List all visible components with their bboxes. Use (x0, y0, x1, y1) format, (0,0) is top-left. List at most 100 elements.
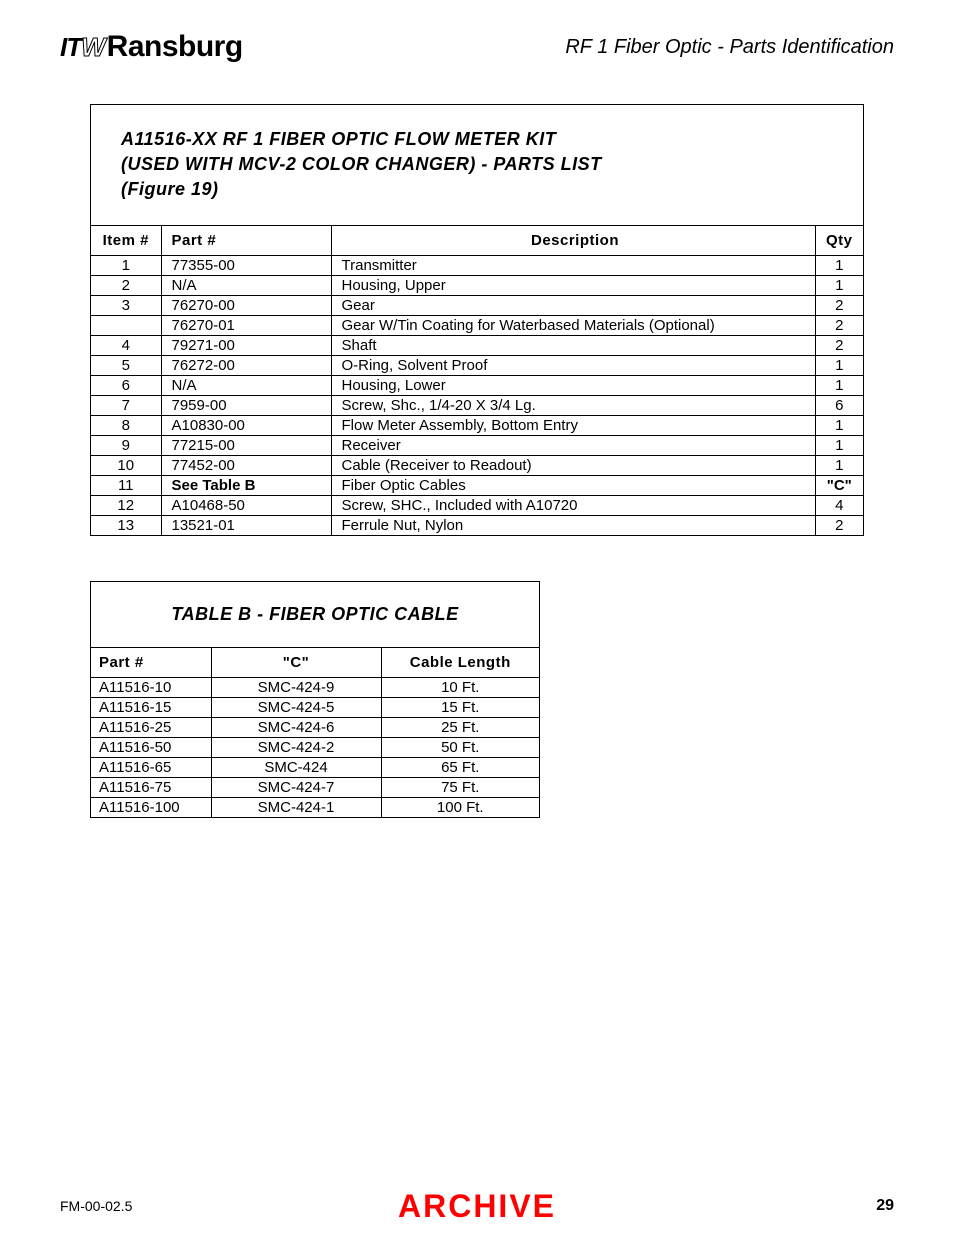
table-row: A11516-50SMC-424-250 Ft. (91, 737, 539, 757)
cell-len: 50 Ft. (381, 737, 539, 757)
cell-desc: Cable (Receiver to Readout) (331, 455, 815, 475)
cell-part: 77452-00 (161, 455, 331, 475)
table-b: Part # "C" Cable Length A11516-10SMC-424… (91, 647, 539, 817)
cell-qty: 1 (815, 455, 863, 475)
col-part-header: Part # (161, 225, 331, 255)
table-row: 1313521-01Ferrule Nut, Nylon2 (91, 515, 863, 535)
col-qty-header: Qty (815, 225, 863, 255)
cell-desc: Housing, Lower (331, 375, 815, 395)
table-b-container: TABLE B - FIBER OPTIC CABLE Part # "C" C… (90, 581, 540, 818)
table-row: 6N/AHousing, Lower1 (91, 375, 863, 395)
cell-len: 15 Ft. (381, 697, 539, 717)
title-line-3: (Figure 19) (121, 179, 219, 199)
cell-c: SMC-424-9 (211, 677, 381, 697)
title-line-2: (USED WITH MCV-2 COLOR CHANGER) - PARTS … (121, 154, 602, 174)
logo-brand: Ransburg (107, 30, 243, 64)
logo: ITW Ransburg (60, 30, 243, 64)
cell-len: 75 Ft. (381, 777, 539, 797)
cell-part: See Table B (161, 475, 331, 495)
cell-part: 77215-00 (161, 435, 331, 455)
cell-part: 76272-00 (161, 355, 331, 375)
cell-qty: 4 (815, 495, 863, 515)
table-row: 76270-01Gear W/Tin Coating for Waterbase… (91, 315, 863, 335)
cell-c: SMC-424-7 (211, 777, 381, 797)
cell-desc: Housing, Upper (331, 275, 815, 295)
table-b-header-row: Part # "C" Cable Length (91, 647, 539, 677)
cell-desc: Receiver (331, 435, 815, 455)
table-row: A11516-75SMC-424-775 Ft. (91, 777, 539, 797)
cell-item: 4 (91, 335, 161, 355)
cell-item: 1 (91, 255, 161, 275)
cell-qty: 2 (815, 335, 863, 355)
cell-part: A10830-00 (161, 415, 331, 435)
cell-item: 5 (91, 355, 161, 375)
table-row: A11516-25SMC-424-625 Ft. (91, 717, 539, 737)
table-row: 1077452-00Cable (Receiver to Readout)1 (91, 455, 863, 475)
cell-desc: O-Ring, Solvent Proof (331, 355, 815, 375)
cell-qty: 2 (815, 295, 863, 315)
cell-c: SMC-424 (211, 757, 381, 777)
cell-item: 3 (91, 295, 161, 315)
cell-item: 2 (91, 275, 161, 295)
cell-desc: Shaft (331, 335, 815, 355)
cell-qty: 1 (815, 435, 863, 455)
cell-part: 76270-01 (161, 315, 331, 335)
cell-len: 10 Ft. (381, 677, 539, 697)
cell-part: 77355-00 (161, 255, 331, 275)
cell-part: 79271-00 (161, 335, 331, 355)
table-row: 2N/AHousing, Upper1 (91, 275, 863, 295)
footer-doc-id: FM-00-02.5 (60, 1198, 132, 1214)
cell-part: N/A (161, 375, 331, 395)
cell-qty: 1 (815, 375, 863, 395)
col-desc-header: Description (331, 225, 815, 255)
page-footer: FM-00-02.5 ARCHIVE 29 (60, 1197, 894, 1215)
logo-itw: ITW (60, 32, 105, 63)
cell-desc: Screw, SHC., Included with A10720 (331, 495, 815, 515)
cell-len: 65 Ft. (381, 757, 539, 777)
table-row: 177355-00Transmitter1 (91, 255, 863, 275)
cell-qty: 1 (815, 355, 863, 375)
cell-item: 11 (91, 475, 161, 495)
cell-qty: 1 (815, 255, 863, 275)
cell-desc: Transmitter (331, 255, 815, 275)
cell-item: 9 (91, 435, 161, 455)
main-parts-table-container: A11516-XX RF 1 FIBER OPTIC FLOW METER KI… (90, 104, 864, 536)
table-b-title: TABLE B - FIBER OPTIC CABLE (91, 582, 539, 647)
tb-c-header: "C" (211, 647, 381, 677)
table-row: A11516-15SMC-424-515 Ft. (91, 697, 539, 717)
cell-part: A11516-15 (91, 697, 211, 717)
cell-item: 7 (91, 395, 161, 415)
cell-c: SMC-424-2 (211, 737, 381, 757)
cell-item: 10 (91, 455, 161, 475)
page-header: ITW Ransburg RF 1 Fiber Optic - Parts Id… (60, 30, 894, 64)
cell-desc: Flow Meter Assembly, Bottom Entry (331, 415, 815, 435)
cell-qty: 2 (815, 515, 863, 535)
table-row: 479271-00Shaft2 (91, 335, 863, 355)
cell-item: 8 (91, 415, 161, 435)
cell-part: A11516-25 (91, 717, 211, 737)
table-row: 576272-00O-Ring, Solvent Proof1 (91, 355, 863, 375)
cell-item: 12 (91, 495, 161, 515)
cell-desc: Ferrule Nut, Nylon (331, 515, 815, 535)
cell-desc: Gear W/Tin Coating for Waterbased Materi… (331, 315, 815, 335)
cell-part: A11516-10 (91, 677, 211, 697)
main-table-title: A11516-XX RF 1 FIBER OPTIC FLOW METER KI… (91, 105, 863, 225)
cell-part: A11516-50 (91, 737, 211, 757)
title-line-1: A11516-XX RF 1 FIBER OPTIC FLOW METER KI… (121, 129, 556, 149)
table-row: A11516-100SMC-424-1100 Ft. (91, 797, 539, 817)
cell-c: SMC-424-5 (211, 697, 381, 717)
cell-qty: "C" (815, 475, 863, 495)
cell-part: 76270-00 (161, 295, 331, 315)
cell-part: 13521-01 (161, 515, 331, 535)
footer-page-number: 29 (876, 1197, 894, 1215)
cell-qty: 1 (815, 415, 863, 435)
table-row: 77959-00Screw, Shc., 1/4-20 X 3/4 Lg.6 (91, 395, 863, 415)
cell-desc: Fiber Optic Cables (331, 475, 815, 495)
col-item-header: Item # (91, 225, 161, 255)
cell-part: N/A (161, 275, 331, 295)
cell-qty: 1 (815, 275, 863, 295)
main-parts-table: Item # Part # Description Qty 177355-00T… (91, 225, 863, 535)
cell-len: 25 Ft. (381, 717, 539, 737)
cell-desc: Gear (331, 295, 815, 315)
cell-c: SMC-424-1 (211, 797, 381, 817)
